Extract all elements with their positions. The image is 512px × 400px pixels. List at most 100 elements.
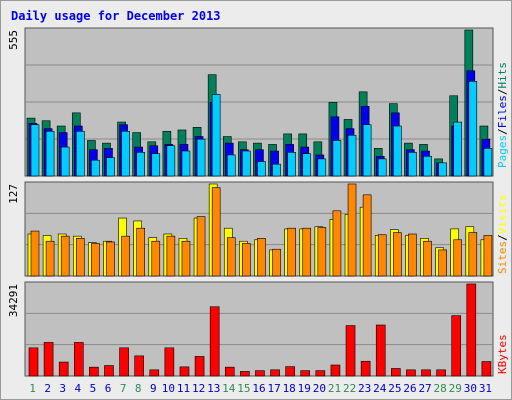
x-axis-day-label: 21	[328, 382, 341, 395]
x-axis-day-label: 22	[343, 382, 356, 395]
kbytes-bar-kbytes-day-19	[300, 370, 311, 377]
hits-files-pages-bar-pages-day-7	[121, 130, 130, 177]
visits-sites-bar-sites-day-7	[121, 235, 130, 277]
legend-part: Visits	[496, 195, 509, 235]
visits-sites-bar-sites-day-10	[166, 235, 176, 277]
hits-files-pages-bar-pages-day-27	[423, 155, 432, 177]
x-axis-day-label: 6	[105, 382, 112, 395]
hits-files-pages-bar-pages-day-12	[196, 138, 206, 177]
visits-sites-bar-sites-day-5	[91, 243, 100, 277]
x-axis-day-label: 17	[267, 382, 280, 395]
x-axis-day-label: 12	[192, 382, 205, 395]
kbytes-bar-kbytes-day-24	[375, 324, 386, 377]
kbytes-bar-kbytes-day-30	[466, 283, 477, 377]
kbytes-bar-kbytes-day-12	[194, 356, 205, 377]
x-axis-day-label: 5	[90, 382, 97, 395]
kbytes-legend: KBytes	[496, 334, 509, 374]
x-axis-day-label: 26	[403, 382, 416, 395]
visits-sites-bar-sites-day-16	[257, 238, 266, 277]
visits-sites-bar-sites-day-30	[468, 232, 478, 277]
x-axis-day-label: 19	[298, 382, 311, 395]
x-axis-day-label: 10	[162, 382, 175, 395]
x-axis-day-label: 31	[479, 382, 492, 395]
kbytes-bar-kbytes-day-29	[451, 315, 462, 377]
hits-files-pages-bar-pages-day-21	[332, 140, 342, 177]
x-axis-day-label: 2	[44, 382, 51, 395]
visits-sites-bar-sites-day-31	[483, 235, 493, 277]
hits-files-pages-bar-pages-day-8	[136, 152, 145, 177]
x-axis-day-label: 7	[120, 382, 127, 395]
visits-sites-bar-sites-day-24	[377, 234, 387, 277]
kbytes-bar-kbytes-day-10	[164, 347, 175, 377]
visits-sites-bar-sites-day-8	[136, 227, 145, 277]
kbytes-bar-kbytes-day-16	[255, 370, 265, 377]
kbytes-bar-kbytes-day-26	[406, 369, 416, 377]
visits-sites-bar-sites-day-2	[45, 240, 55, 277]
hits-files-pages-bar-pages-day-2	[45, 130, 55, 177]
kbytes-bar-kbytes-day-3	[58, 361, 69, 377]
hits-files-pages-bar-pages-day-10	[166, 145, 176, 177]
kbytes-bar-kbytes-day-2	[43, 342, 54, 377]
x-axis-day-label: 28	[434, 382, 447, 395]
hits-files-pages-bar-pages-day-22	[347, 134, 357, 177]
kbytes-bar-kbytes-day-11	[179, 366, 190, 377]
x-axis-day-label: 3	[59, 382, 66, 395]
visits-sites-bar-sites-day-27	[423, 240, 432, 277]
kbytes-bar-kbytes-day-4	[73, 342, 84, 377]
x-axis-day-label: 8	[135, 382, 142, 395]
x-axis-day-label: 20	[313, 382, 326, 395]
visits-sites-bar-sites-day-11	[181, 240, 191, 277]
legend-part: /	[496, 89, 509, 96]
hits-files-pages-bar-pages-day-20	[317, 158, 327, 177]
visits-sites-bar-sites-day-12	[196, 216, 206, 277]
legend-part: Files	[496, 95, 509, 128]
hits-files-pages-bar-pages-day-6	[106, 157, 115, 177]
x-axis-day-label: 4	[75, 382, 82, 395]
kbytes-bar-kbytes-day-15	[240, 371, 250, 377]
visits-sites-bar-sites-day-26	[408, 233, 417, 277]
visits-sites-bar-sites-day-29	[453, 239, 463, 277]
x-axis-day-label: 29	[449, 382, 462, 395]
x-axis-day-label: 18	[283, 382, 296, 395]
kbytes-bar-kbytes-day-14	[224, 366, 235, 377]
kbytes-bar-kbytes-day-25	[391, 368, 401, 377]
visits-sites-bar-sites-day-9	[151, 240, 161, 277]
hits-files-pages-bar-pages-day-17	[272, 163, 281, 177]
hits-files-pages-bar-pages-day-18	[287, 152, 296, 177]
kbytes-plot-area	[24, 281, 494, 377]
x-axis-day-label: 9	[150, 382, 157, 395]
x-axis-day-label: 15	[237, 382, 250, 395]
hits-files-pages-bar-pages-day-1	[30, 124, 40, 177]
visits-sites-bar-sites-day-28	[438, 249, 447, 277]
legend-part: Sites	[496, 241, 509, 274]
hits-files-pages-bar-pages-day-14	[226, 154, 236, 177]
kbytes-bar-kbytes-day-6	[104, 365, 114, 377]
visits-sites-bar-sites-day-23	[362, 194, 372, 277]
visits-sites-legend: Sites/Visits	[496, 195, 509, 275]
hits-files-pages-legend: Pages/Files/Hits	[496, 62, 509, 168]
kbytes-bar-kbytes-day-1	[28, 347, 39, 377]
kbytes-bar-kbytes-day-18	[285, 366, 295, 377]
x-axis-day-label: 30	[464, 382, 477, 395]
x-axis-day-label: 27	[418, 382, 431, 395]
hits-files-pages-bar-pages-day-5	[91, 159, 100, 177]
visits-sites-bar-sites-day-4	[75, 238, 85, 277]
legend-part: Hits	[496, 62, 509, 89]
x-axis-day-label: 13	[207, 382, 220, 395]
x-axis-day-label: 16	[252, 382, 265, 395]
legend-part: /	[496, 128, 509, 135]
hits-files-pages-bar-pages-day-9	[151, 153, 161, 177]
hits-files-pages-bar-pages-day-26	[408, 152, 417, 177]
kbytes-bar-kbytes-day-31	[481, 361, 492, 377]
x-axis-day-label: 24	[373, 382, 387, 395]
kbytes-bar-kbytes-day-9	[149, 369, 160, 377]
visits-sites-bar-sites-day-18	[287, 227, 296, 277]
visits-sites-bar-sites-day-19	[302, 227, 312, 277]
kbytes-bar-kbytes-day-13	[209, 306, 220, 377]
kbytes-bar-kbytes-day-17	[270, 369, 280, 377]
x-axis-day-label: 25	[388, 382, 401, 395]
hits-files-pages-bar-pages-day-25	[393, 125, 402, 177]
visits-sites-bar-sites-day-6	[106, 241, 115, 277]
hits-files-pages-bar-pages-day-4	[75, 130, 85, 177]
x-axis-day-label: 1	[29, 382, 36, 395]
